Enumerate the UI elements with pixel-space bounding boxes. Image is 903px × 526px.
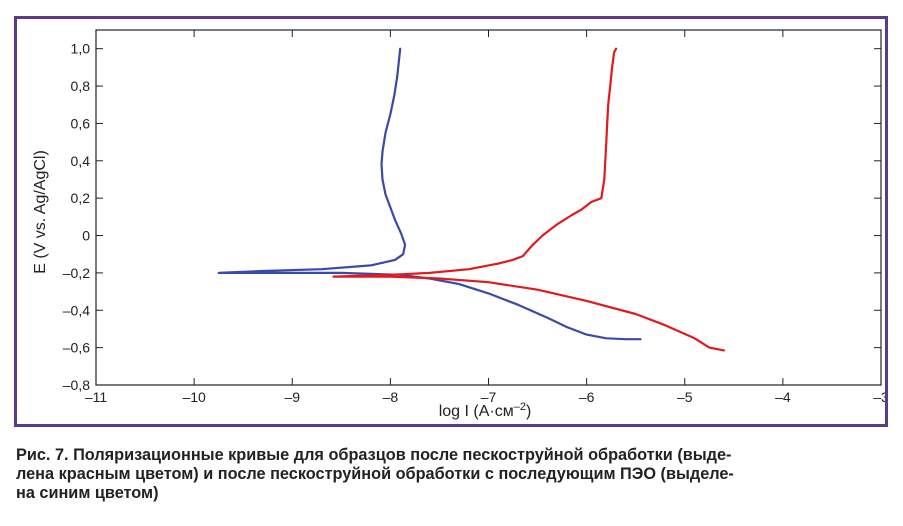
x-tick-label: –7 [481, 389, 497, 405]
y-tick-label: –0,2 [63, 265, 90, 281]
y-axis: 1,0 0,8 0,6 0,4 0,2 0 –0,2 –0,4 –0,6 –0,8 [63, 41, 881, 393]
figure-frame: 1,0 0,8 0,6 0,4 0,2 0 –0,2 –0,4 –0,6 –0,8 –11 –10–… [14, 16, 888, 427]
y-tick-label: 0,8 [71, 78, 91, 94]
y-tick-label: 0,6 [71, 115, 91, 131]
x-tick-label: –8 [383, 389, 399, 405]
x-tick-label: –6 [579, 389, 595, 405]
y-tick-label: 0,2 [71, 190, 91, 206]
series-line-red [332, 47, 726, 352]
y-tick-label: –0,4 [63, 302, 90, 318]
x-tick-label: –5 [677, 389, 693, 405]
x-axis: –11 –10 –9 –8 –7 –6 –5 –4 –3 [85, 30, 885, 405]
y-tick-label: 0 [82, 228, 90, 244]
figure-caption: Рис. 7. Поляризационные кривые для образ… [16, 446, 888, 503]
x-axis-label: log I (A·см–2) [439, 401, 532, 420]
caption-line-2: лена красным цветом) и после пескоструйн… [16, 465, 734, 483]
y-tick-label: 0,4 [71, 153, 91, 169]
polarization-chart: 1,00,80,60,40,20–0,2–0,4–0,6–0,8 –11 –10–… [32, 29, 885, 420]
plot-area-border [95, 29, 882, 386]
x-tick-label: –10 [182, 389, 206, 405]
y-tick-label: –0,8 [63, 377, 90, 393]
x-tick-label: –9 [284, 389, 300, 405]
caption-line-3: на синим цветом) [16, 484, 159, 502]
caption-line-1: Рис. 7. Поляризационные кривые для образ… [16, 446, 732, 464]
x-tick-label: –11 [85, 389, 108, 405]
series-line-blue [217, 47, 642, 341]
series-layer [217, 47, 726, 352]
y-tick-label: 1,0 [71, 41, 91, 57]
x-tick-label: –3 [873, 389, 885, 405]
y-tick-label: –0,6 [63, 340, 90, 356]
y-axis-label: E (V vs. Ag/AgCl) [32, 150, 49, 274]
x-tick-label: –4 [775, 389, 791, 405]
